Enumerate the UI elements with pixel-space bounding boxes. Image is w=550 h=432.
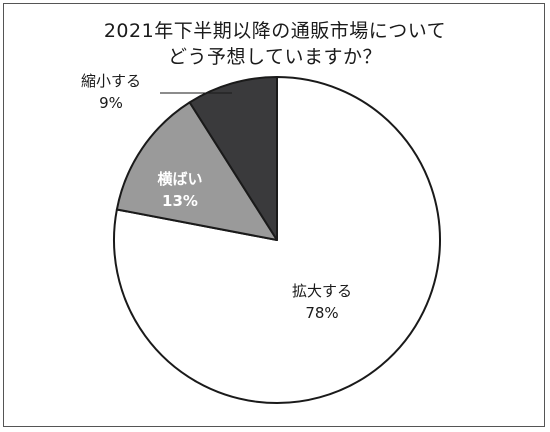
chart-title-line-1: 2021年下半期以降の通販市場について — [103, 20, 447, 42]
slice-label-2: 横ばい — [157, 170, 202, 188]
slice-value-2: 13% — [162, 192, 198, 210]
chart-title-line-2: どう予想していますか？ — [168, 46, 382, 68]
slice-value-3: 9% — [99, 94, 123, 112]
pie-slice-2 — [115, 101, 278, 241]
slice-label-1: 拡大する — [292, 282, 352, 300]
pie-slice-1 — [113, 76, 441, 404]
slice-value-1: 78% — [305, 304, 338, 322]
slice-label-3: 縮小する — [81, 72, 141, 90]
pie-slice-3 — [188, 76, 278, 241]
